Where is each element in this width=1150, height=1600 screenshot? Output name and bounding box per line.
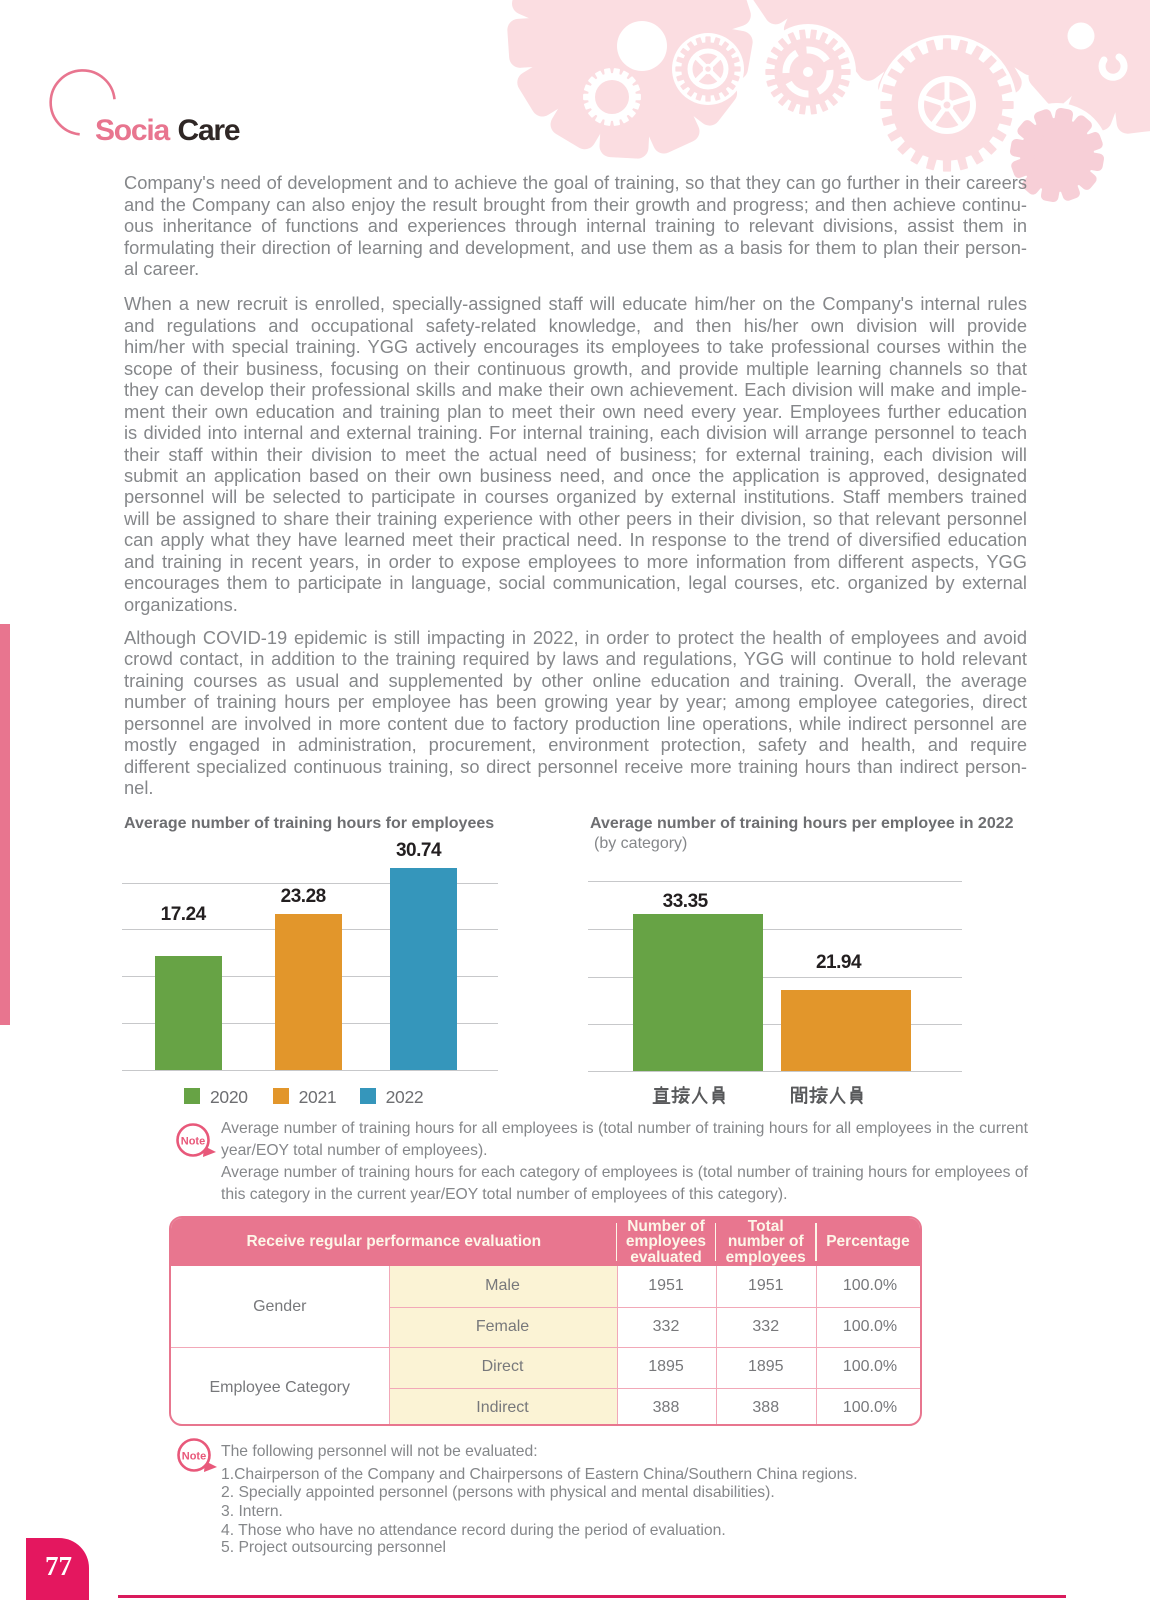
svg-text:Note: Note bbox=[182, 1451, 206, 1463]
svg-text:Note: Note bbox=[181, 1136, 205, 1148]
